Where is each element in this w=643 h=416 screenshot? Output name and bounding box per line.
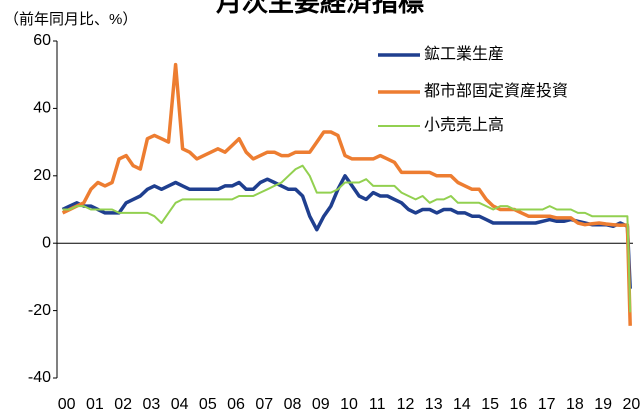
x-tick-label: 00 [58,396,76,413]
x-tick-label: 05 [199,396,217,413]
x-tick-label: 20 [622,396,640,413]
x-tick-label: 04 [171,396,189,413]
y-tick-label: -40 [28,369,51,386]
x-tick-label: 19 [594,396,612,413]
x-tick-label: 11 [369,396,386,413]
series-line [62,164,632,313]
x-tick-label: 14 [453,396,471,413]
x-tick-label: 03 [142,396,160,413]
series-line [61,62,632,326]
x-tick-label: 02 [114,396,132,413]
y-tick-label: 40 [33,100,51,117]
legend-label: 小売売上高 [424,116,504,134]
x-tick-label: 18 [566,396,584,413]
legend-label: 都市部固定資産投資 [424,82,568,100]
x-tick-label: 06 [227,396,245,413]
y-tick-label: -20 [28,302,51,319]
y-axis-label: （前年同月比、%） [4,11,137,28]
x-tick-label: 08 [284,396,302,413]
legend-label: 鉱工業生産 [424,45,504,63]
x-tick-label: 13 [425,396,443,413]
x-tick-label: 15 [481,396,499,413]
x-tick-label: 09 [312,396,330,413]
y-tick-label: 20 [33,167,51,184]
y-tick-label: 60 [33,32,51,49]
chart-title: 月次主要経済指標 [215,0,424,17]
x-tick-label: 12 [397,396,415,413]
x-tick-label: 07 [255,396,273,413]
series-line [61,174,632,289]
y-tick-label: 0 [42,234,51,251]
x-tick-label: 17 [538,396,556,413]
x-tick-label: 10 [340,396,358,413]
x-tick-label: 01 [86,396,104,413]
x-tick-label: 16 [510,396,528,413]
